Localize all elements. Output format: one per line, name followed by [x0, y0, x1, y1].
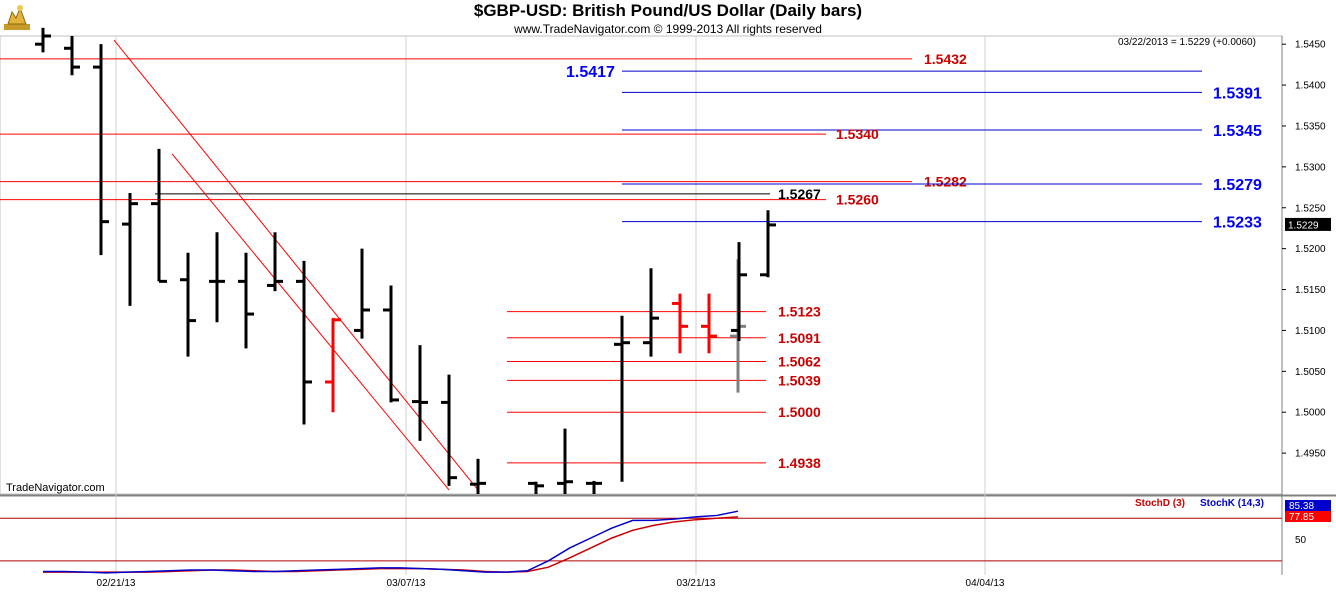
level-label: 1.5345 [1213, 123, 1262, 140]
trendline [171, 153, 450, 491]
price-tick-label: 1.5200 [1295, 244, 1326, 255]
stoch-k-value: 85.38 [1289, 501, 1314, 512]
ohlc-bar [296, 260, 312, 425]
ohlc-bar [354, 248, 370, 339]
ohlc-bar [643, 268, 659, 357]
ohlc-bar [441, 374, 457, 486]
last-price-info: 03/22/2013 = 1.5229 (+0.0060) [1118, 37, 1256, 48]
ohlc-bar [180, 252, 196, 357]
ohlc-bar [209, 232, 225, 323]
price-panel: 02/21/13 03/07/13 03/21/13 04/04/13 1.5450 1.… [0, 27, 1336, 589]
ohlc-bar [93, 44, 109, 256]
price-tick-label: 1.4950 [1295, 449, 1326, 460]
ohlc-bar [470, 458, 486, 494]
ohlc-bar [383, 285, 399, 403]
level-label: 1.5391 [1213, 85, 1262, 102]
date-tick-label: 03/07/13 [387, 578, 426, 589]
price-tick-label: 1.5100 [1295, 326, 1326, 337]
price-tick-label: 1.5300 [1295, 162, 1326, 173]
ohlc-bar [412, 345, 428, 441]
price-tick-label: 1.5000 [1295, 408, 1326, 419]
stoch-tick-label: 50 [1295, 535, 1307, 546]
chart-subtitle: www.TradeNavigator.com © 1999-2013 All r… [514, 22, 822, 36]
ohlc-bar [557, 428, 573, 494]
ohlc-bar [731, 242, 747, 342]
date-tick-label: 02/21/13 [97, 578, 136, 589]
stoch-k-line [43, 510, 739, 574]
level-label: 1.5062 [778, 354, 821, 370]
trendline [113, 39, 479, 491]
date-tick-label: 04/04/13 [966, 578, 1005, 589]
level-label: 1.5282 [924, 174, 967, 190]
price-tick-label: 1.5150 [1295, 285, 1326, 296]
ohlc-bar [701, 293, 717, 354]
watermark: TradeNavigator.com [6, 482, 105, 494]
level-label: 1.5091 [778, 330, 821, 346]
stoch-k-value-box [1285, 500, 1331, 511]
level-label: 1.5000 [778, 404, 821, 420]
price-tick-label: 1.5050 [1295, 367, 1326, 378]
stoch-d-value: 77.85 [1289, 512, 1314, 523]
price-tick-label: 1.5250 [1295, 203, 1326, 214]
price-tick-label: 1.5450 [1295, 40, 1326, 51]
chart-title: $GBP-USD: British Pound/US Dollar (Daily… [473, 1, 863, 20]
ohlc-bar [238, 252, 254, 349]
level-label: 1.5432 [924, 51, 967, 67]
ohlc-bar [586, 480, 602, 494]
ohlc-bar [267, 232, 283, 292]
ohlc-bar [672, 293, 688, 354]
stoch-legend-d: StochD (3) [1135, 498, 1185, 509]
stoch-legend-k: StochK (14,3) [1200, 498, 1264, 509]
ohlc-bar [122, 193, 138, 306]
level-label: 1.4938 [778, 455, 821, 471]
ohlc-bar [614, 315, 630, 482]
ohlc-bar [35, 27, 51, 53]
ohlc-bar [760, 210, 776, 278]
price-plot-frame [0, 35, 1283, 495]
current-price-label: 1.5229 [1288, 220, 1319, 231]
level-label: 1.5279 [1213, 177, 1262, 194]
level-label: 1.5233 [1213, 215, 1262, 232]
level-label: 1.5267 [778, 186, 821, 202]
level-label: 1.5340 [836, 126, 879, 142]
ohlc-bar [325, 318, 341, 413]
level-label: 1.5417 [566, 64, 615, 81]
current-price-box [1285, 217, 1331, 231]
ohlc-bar [151, 148, 167, 283]
date-tick-label: 03/21/13 [677, 578, 716, 589]
level-label: 1.5123 [778, 304, 821, 320]
price-tick-label: 1.5400 [1295, 81, 1326, 92]
ohlc-bar [528, 481, 544, 494]
stoch-d-value-box [1285, 511, 1331, 522]
trade-navigator-logo-icon [4, 5, 30, 30]
stoch-d-line [43, 516, 739, 573]
ohlc-bar [64, 36, 80, 76]
level-label: 1.5039 [778, 372, 821, 388]
price-tick-label: 1.5350 [1295, 121, 1326, 132]
level-label: 1.5260 [836, 192, 879, 208]
